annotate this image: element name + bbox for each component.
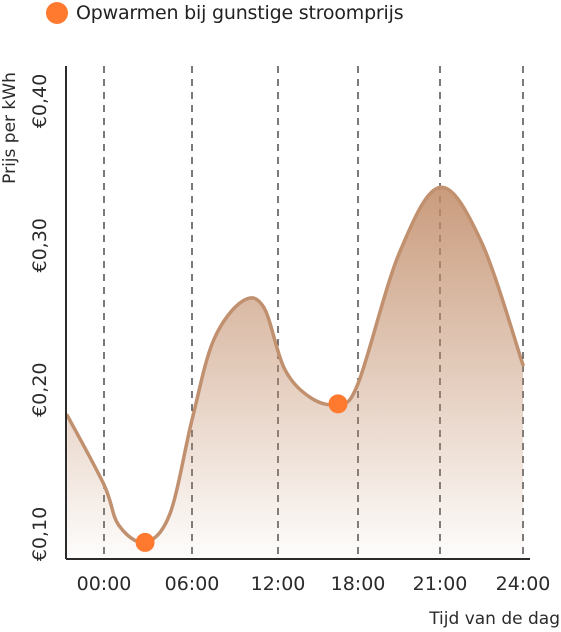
legend-label: Opwarmen bij gunstige stroomprijs (76, 2, 404, 24)
highlight-point-2 (328, 394, 348, 414)
x-tick-label: 24:00 (496, 573, 551, 595)
chart-legend: Opwarmen bij gunstige stroomprijs (46, 2, 404, 24)
x-tick-label: 00:00 (77, 573, 132, 595)
x-tick-label: 12:00 (251, 573, 306, 595)
y-axis-label: Prijs per kWh (0, 72, 20, 184)
legend-marker (46, 2, 68, 24)
series-area (67, 187, 524, 560)
highlight-point-1 (135, 532, 155, 552)
y-tick-label: €0,30 (29, 218, 51, 272)
y-tick-label: €0,40 (29, 74, 51, 128)
y-tick-label: €0,20 (29, 362, 51, 416)
y-tick-label: €0,10 (29, 507, 51, 561)
x-tick-label: 18:00 (331, 573, 386, 595)
x-tick-label: 06:00 (165, 573, 220, 595)
x-tick-label: 21:00 (413, 573, 468, 595)
x-axis-label: Tijd van de dag (428, 609, 560, 629)
